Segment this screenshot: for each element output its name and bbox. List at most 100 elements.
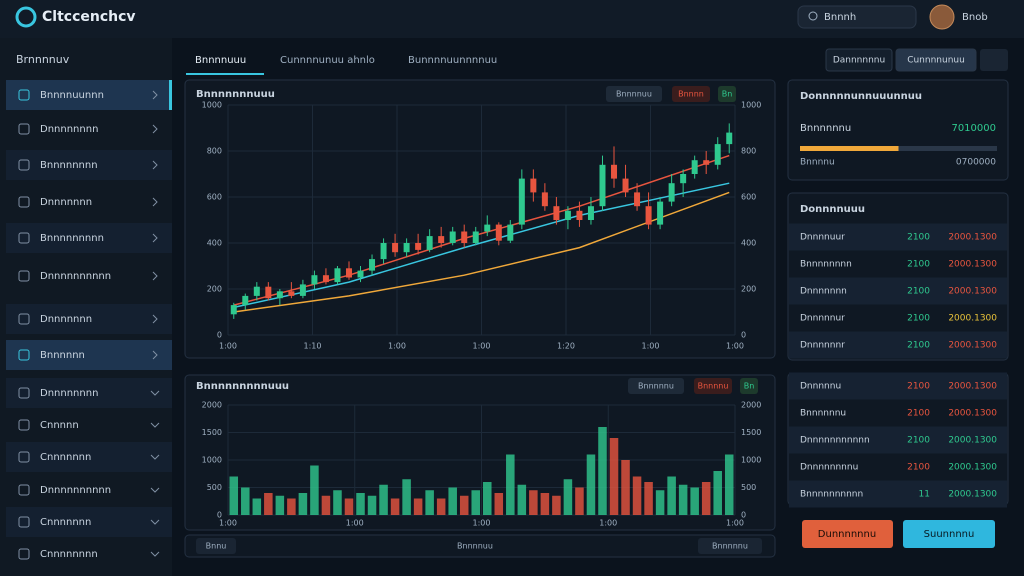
row-change: 2100 [907,341,930,351]
footer-button[interactable] [698,538,762,554]
y-tick-label-right: 0 [741,331,746,340]
y-tick-label: 500 [207,483,222,492]
sidebar-item[interactable] [6,261,172,291]
candle-body [726,132,733,145]
settings-button[interactable] [980,49,1008,71]
row-value: 2000.1300 [948,409,997,419]
candle-body [530,178,537,193]
sidebar-item[interactable] [6,410,172,440]
badge [606,86,662,102]
tab: Bnnnnuuu [195,55,246,66]
volume-bar [448,487,457,515]
badge-label: Bn [744,382,755,391]
active-indicator [169,80,172,110]
footer-button[interactable] [196,538,236,554]
badge-label: Bn [722,90,733,99]
badge-label: Bnnnn [678,90,704,99]
user-name: Bnob [962,12,988,23]
row-name: Dnnnnnnnnnnn [800,436,870,446]
candle-body [230,305,237,315]
row-bg [789,277,1007,305]
sidebar-item[interactable] [6,304,172,334]
volume-bar [655,490,665,515]
candle-body [680,174,687,184]
candle-body [703,160,710,165]
candle-body [242,295,249,306]
sidebar-item[interactable] [6,442,172,472]
volume-bar [575,487,584,515]
row-name: Dnnnnnur [800,314,845,324]
footer-button[interactable] [440,538,510,554]
sidebar-label: Dnnnnnnnn [40,124,98,135]
sidebar-icon [18,387,30,399]
toolbar-button[interactable] [825,48,893,72]
sidebar-icon [18,313,30,325]
sidebar-item[interactable] [6,539,172,569]
candle-body [357,270,364,278]
row-change: 2100 [907,409,930,419]
row-name: Bnnnnnnnn [800,260,852,270]
row-value: 2000.1300 [948,287,997,297]
sidebar-item[interactable] [6,223,172,253]
y-tick-label: 0 [217,331,222,340]
y-tick-label: 1000 [202,456,222,465]
sidebar-item[interactable] [6,114,172,144]
badge-label: Bnnnnnu [638,382,674,391]
sidebar-item[interactable] [6,340,172,370]
candle-body [345,268,352,278]
candle-body [426,236,433,250]
volume-bar [701,482,711,515]
buy-button[interactable] [903,520,995,548]
avatar[interactable] [929,4,955,30]
chevron [152,350,158,360]
tab: Bunnnnuunnnnuu [408,55,497,66]
sidebar-icon [18,159,30,171]
sell-button[interactable] [802,520,893,548]
sidebar-icon [18,548,30,560]
sidebar-icon [18,123,30,135]
volume-bar [667,476,676,515]
row-value: 2000.1300 [948,490,997,500]
x-tick-label: 1:00 [726,342,744,351]
sidebar-item[interactable] [6,475,172,505]
volume-bar [264,493,273,515]
x-tick-label: 1:20 [557,342,575,351]
toolbar-label: Dannnnnnu [833,56,885,66]
sidebar-item[interactable] [6,378,172,408]
summary-panel [787,79,1009,181]
volume-bar [287,498,296,515]
sidebar-item[interactable] [6,80,172,110]
volume-bar [632,476,642,515]
candle-body [403,243,410,253]
row-change: 2100 [907,287,930,297]
candle-body [541,192,548,207]
sidebar-item[interactable] [6,507,172,537]
x-tick-label: 1:00 [219,519,237,528]
sidebar-item[interactable] [6,150,172,180]
toolbar-button[interactable] [895,48,977,72]
search-box[interactable] [797,5,917,29]
candle-body [645,206,652,225]
volume-bar [436,498,446,515]
x-tick-label: 1:00 [599,519,617,528]
y-tick-label-right: 1000 [741,101,761,110]
candle-body [484,224,491,232]
summary-sub-value: 0700000 [956,158,996,168]
candle-body [299,284,306,296]
volume-bar [321,495,331,515]
buy-label: Suunnnnu [924,529,975,540]
candle-body [576,210,583,220]
badge [740,378,758,394]
volume-bar [517,484,527,515]
sidebar-item[interactable] [6,187,172,217]
y-tick-label-right: 400 [741,239,756,248]
candle-body [495,224,502,241]
chevron [150,454,160,460]
sidebar-icon [18,196,30,208]
chevron [152,271,158,281]
volume-bar [333,490,342,515]
row-value: 2000.1300 [948,314,997,324]
x-tick-label: 1:00 [473,342,491,351]
volume-bar [483,482,492,515]
candle-body [369,259,376,271]
